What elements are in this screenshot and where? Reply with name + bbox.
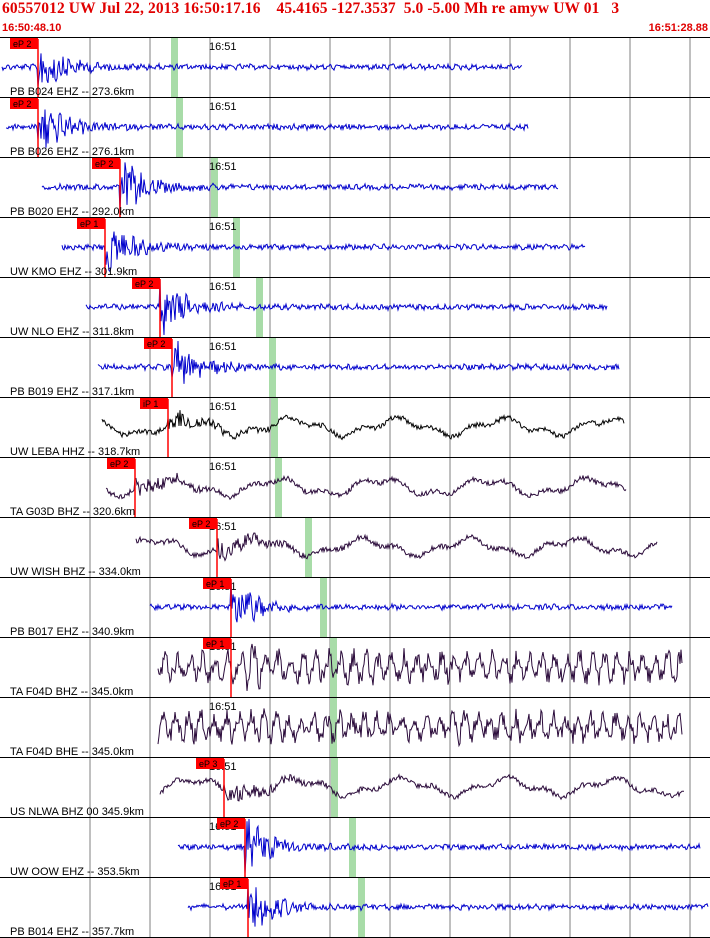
waveform[interactable]	[135, 532, 658, 562]
waveform[interactable]	[41, 162, 559, 213]
waveform[interactable]	[159, 773, 685, 802]
waveform[interactable]	[5, 109, 529, 148]
p-pick-tag[interactable]	[203, 638, 231, 649]
p-pick-tag[interactable]	[203, 578, 231, 589]
waveform[interactable]	[177, 818, 701, 874]
minute-label: 16:51	[209, 701, 237, 713]
p-pick-label: eP 2	[135, 279, 153, 289]
p-pick-tag[interactable]	[217, 818, 245, 829]
minute-label: 16:51	[209, 281, 237, 293]
p-pick-tag[interactable]	[10, 38, 38, 49]
p-pick-label: eP 2	[192, 519, 210, 529]
s-arrival-marker[interactable]	[330, 698, 337, 757]
station-label: PB B014 EHZ -- 357.7km	[10, 926, 134, 938]
s-arrival-marker[interactable]	[358, 878, 365, 937]
event-title: 60557012 UW Jul 22, 2013 16:50:17.16 45.…	[2, 0, 620, 17]
s-arrival-marker[interactable]	[256, 278, 263, 337]
trace-row[interactable]: 16:51 TA F04D BHE -- 345.0km	[0, 697, 710, 759]
p-pick-tag[interactable]	[196, 758, 224, 769]
s-arrival-marker[interactable]	[330, 638, 337, 697]
s-arrival-marker[interactable]	[331, 758, 338, 817]
trace-row[interactable]: 16:51 eP 2 PB B024 EHZ -- 273.6km	[0, 37, 710, 99]
s-arrival-marker[interactable]	[320, 578, 327, 637]
waveform[interactable]	[157, 708, 683, 748]
station-label: PB B020 EHZ -- 292.0km	[10, 206, 134, 218]
p-pick-label: eP 1	[206, 579, 224, 589]
header-bar: 60557012 UW Jul 22, 2013 16:50:17.16 45.…	[0, 0, 710, 37]
p-pick-tag[interactable]	[140, 398, 168, 409]
minute-label: 16:51	[209, 341, 237, 353]
s-arrival-marker[interactable]	[171, 38, 178, 97]
minute-label: 16:51	[209, 101, 237, 113]
station-label: PB B019 EHZ -- 317.1km	[10, 386, 134, 398]
trace-row[interactable]: 16:51 eP 2 PB B019 EHZ -- 317.1km	[0, 337, 710, 399]
station-label: PB B024 EHZ -- 273.6km	[10, 86, 134, 98]
p-pick-label: eP 2	[13, 39, 31, 49]
waveform[interactable]	[187, 882, 709, 927]
p-pick-label: eP 1	[223, 879, 241, 889]
station-label: TA F04D BHZ -- 345.0km	[10, 686, 133, 698]
waveform[interactable]	[1, 53, 523, 87]
minute-label: 16:51	[209, 461, 237, 473]
station-label: TA G03D BHZ -- 320.6km	[10, 506, 135, 518]
station-label: PB B026 EHZ -- 276.1km	[10, 146, 134, 158]
trace-row[interactable]: 16:51 eP 2 UW NLO EHZ -- 311.8km	[0, 277, 710, 339]
p-pick-label: eP 1	[206, 639, 224, 649]
p-pick-tag[interactable]	[107, 458, 135, 469]
trace-row[interactable]: 16:51 eP 2 TA G03D BHZ -- 320.6km	[0, 457, 710, 519]
station-label: UW KMO EHZ -- 301.9km	[10, 266, 137, 278]
p-pick-tag[interactable]	[132, 278, 160, 289]
window-end-time: 16:51:28.88	[648, 22, 708, 34]
waveform[interactable]	[157, 643, 683, 691]
p-pick-tag[interactable]	[220, 878, 248, 889]
station-label: TA F04D BHE -- 345.0km	[10, 746, 134, 758]
p-pick-tag[interactable]	[92, 158, 120, 169]
p-pick-label: eP 2	[110, 459, 128, 469]
p-pick-label: eP 2	[220, 819, 238, 829]
station-label: UW NLO EHZ -- 311.8km	[10, 326, 134, 338]
minute-label: 16:51	[209, 161, 237, 173]
time-grid	[89, 37, 691, 938]
p-pick-label: eP 2	[13, 99, 31, 109]
p-pick-tag[interactable]	[77, 218, 105, 229]
trace-row[interactable]: 16:51 iP 1 UW LEBA HHZ -- 318.7km	[0, 397, 710, 459]
station-label: UW WISH BHZ -- 334.0km	[10, 566, 141, 578]
p-pick-label: eP 2	[95, 159, 113, 169]
p-pick-label: eP 3	[199, 759, 217, 769]
p-pick-tag[interactable]	[144, 338, 172, 349]
station-label: PB B017 EHZ -- 340.9km	[10, 626, 134, 638]
s-arrival-marker[interactable]	[211, 158, 218, 217]
p-pick-tag[interactable]	[10, 98, 38, 109]
trace-row[interactable]: 16:51 eP 2 PB B020 EHZ -- 292.0km	[0, 157, 710, 219]
waveform[interactable]	[101, 410, 625, 441]
trace-row[interactable]: 16:51 eP 2 PB B026 EHZ -- 276.1km	[0, 97, 710, 159]
waveform[interactable]	[97, 340, 620, 384]
waveform[interactable]	[85, 278, 608, 336]
trace-row[interactable]: 16:51 eP 1 UW KMO EHZ -- 301.9km	[0, 217, 710, 279]
waveform[interactable]	[61, 231, 586, 273]
p-pick-label: eP 2	[147, 339, 165, 349]
p-pick-label: eP 1	[80, 219, 98, 229]
station-label: UW OOW EHZ -- 353.5km	[10, 866, 140, 878]
s-arrival-marker[interactable]	[275, 458, 282, 517]
station-label: US NLWA BHZ 00 345.9km	[10, 806, 144, 818]
p-pick-label: iP 1	[143, 399, 158, 409]
minute-label: 16:51	[209, 221, 237, 233]
s-arrival-marker[interactable]	[271, 398, 278, 457]
waveform[interactable]	[149, 578, 673, 623]
p-pick-tag[interactable]	[189, 518, 217, 529]
minute-label: 16:51	[209, 41, 237, 53]
s-arrival-marker[interactable]	[305, 518, 312, 577]
window-start-time: 16:50:48.10	[2, 22, 62, 34]
waveform[interactable]	[105, 472, 627, 501]
station-label: UW LEBA HHZ -- 318.7km	[10, 446, 140, 458]
minute-label: 16:51	[209, 401, 237, 413]
